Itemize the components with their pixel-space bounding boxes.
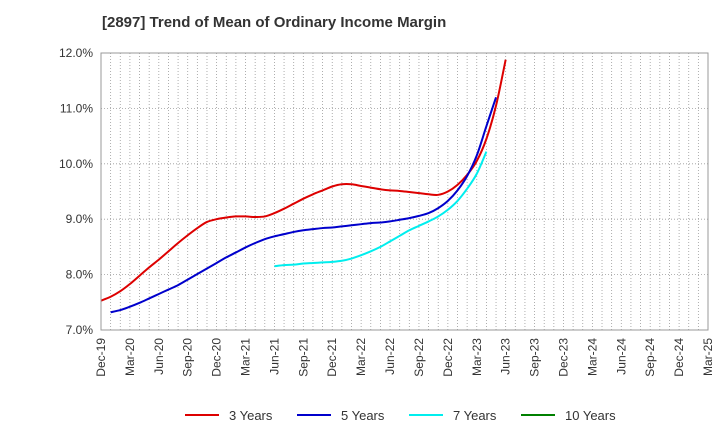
y-axis: 7.0% 8.0% 9.0% 10.0% 11.0% 12.0% <box>59 46 93 337</box>
y-tick-label: 10.0% <box>59 157 93 171</box>
legend-item-3-years: 3 Years <box>185 404 272 426</box>
x-tick-label: Jun-24 <box>614 338 628 375</box>
y-tick-label: 7.0% <box>66 323 94 337</box>
x-tick-label: Jun-21 <box>267 338 281 375</box>
x-tick-label: Sep-24 <box>643 338 657 377</box>
x-tick-label: Sep-23 <box>528 338 542 377</box>
x-axis: Dec-19 Mar-20 Jun-20 Sep-20 Dec-20 Mar-21 Jun-… <box>94 338 715 377</box>
x-tick-label: Dec-21 <box>325 338 339 377</box>
x-tick-label: Jun-22 <box>383 338 397 375</box>
legend: 3 Years 5 Years 7 Years 10 Years <box>0 404 720 426</box>
x-tick-label: Sep-20 <box>181 338 195 377</box>
y-tick-label: 11.0% <box>60 101 93 115</box>
y-tick-label: 8.0% <box>66 268 94 282</box>
series-layer <box>100 59 507 314</box>
legend-label: 10 Years <box>565 407 616 423</box>
legend-item-5-years: 5 Years <box>297 404 384 426</box>
legend-item-10-years: 10 Years <box>521 404 616 426</box>
x-tick-label: Sep-22 <box>412 338 426 377</box>
legend-label: 5 Years <box>341 407 385 423</box>
x-tick-label: Dec-23 <box>556 338 570 377</box>
chart-title: [2897] Trend of Mean of Ordinary Income … <box>102 14 447 31</box>
x-tick-label: Mar-23 <box>470 338 484 376</box>
legend-swatch <box>185 414 219 416</box>
legend-swatch <box>521 414 555 416</box>
x-tick-label: Dec-22 <box>441 338 455 377</box>
x-tick-label: Sep-21 <box>296 338 310 377</box>
x-tick-label: Mar-25 <box>701 338 715 376</box>
x-tick-label: Dec-24 <box>672 338 686 377</box>
y-tick-label: 12.0% <box>59 46 93 60</box>
legend-label: 3 Years <box>229 407 273 423</box>
x-tick-label: Mar-20 <box>123 338 137 376</box>
series-line-3-years <box>100 59 507 302</box>
x-tick-label: Dec-20 <box>210 338 224 377</box>
plot-border <box>100 52 709 331</box>
y-tick-label: 9.0% <box>66 212 94 226</box>
x-tick-label: Jun-20 <box>152 338 166 375</box>
x-tick-label: Dec-19 <box>94 338 108 377</box>
legend-swatch <box>409 414 443 416</box>
grid-lines <box>101 53 708 330</box>
legend-item-7-years: 7 Years <box>409 404 496 426</box>
legend-label: 7 Years <box>453 407 497 423</box>
series-line-5-years <box>110 97 497 314</box>
series-line-7-years <box>274 151 488 268</box>
x-tick-label: Mar-21 <box>239 338 253 376</box>
x-tick-label: Mar-22 <box>354 338 368 376</box>
legend-swatch <box>297 414 331 416</box>
x-tick-label: Mar-24 <box>585 338 599 376</box>
x-tick-label: Jun-23 <box>499 338 513 375</box>
